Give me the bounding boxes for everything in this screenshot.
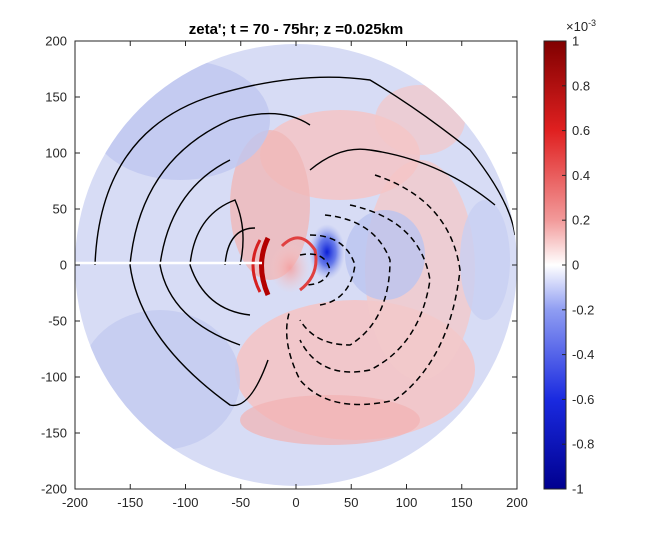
positive-core-halo [270,243,310,293]
x-tick-label: 200 [506,495,528,510]
positive-band-inner [259,236,271,296]
positive-band-outer [251,239,262,293]
y-tick-label: -50 [48,314,67,329]
colorbar-tick-label: 0 [572,258,579,273]
negative-region-center-east [345,210,425,300]
colorbar-tick-label: -0.8 [572,437,594,452]
contour-solid-1 [94,76,516,266]
colorbar-tick-label: -0.2 [572,302,594,317]
vorticity-field [75,44,517,486]
x-tick-label: -150 [117,495,143,510]
contour-solid-7 [159,264,241,346]
positive-spiral-arm [240,395,420,445]
y-tick-label: 150 [45,90,67,105]
contour-solid-9 [309,148,496,206]
y-tick-label: 100 [45,146,67,161]
negative-region-east [460,200,510,320]
x-tick-label: 50 [344,495,358,510]
negative-core [309,224,345,280]
axes: -200 -150 -100 -50 0 50 100 150 200 200 150 100 50 0 -… [41,34,528,511]
contour-dashed-5 [299,253,331,286]
x-tick-label: -200 [62,495,88,510]
colorbar-multiplier-exponent: -3 [588,18,596,28]
y-tick-label: 200 [45,34,67,49]
colorbar-multiplier-base: ×10 [566,19,588,34]
contour-solid-4 [189,199,244,266]
contour-solid-3 [159,159,231,266]
y-tick-label: -200 [41,482,67,497]
y-tick-label: -150 [41,426,67,441]
colorbar-tick-label: -0.4 [572,347,594,362]
x-tick-label: -50 [231,495,250,510]
contour-solid-2 [129,112,311,266]
y-tick-label: -100 [41,370,67,385]
chart-title: zeta'; t = 70 - 75hr; z =0.025km [189,21,404,38]
colorbar-tick-label: 0.4 [572,168,590,183]
positive-band-ring [280,236,318,292]
x-tick-label: 150 [451,495,473,510]
colorbar-tick-label: 0.6 [572,123,590,138]
positive-region-west [230,130,310,280]
positive-region-northeast [375,85,465,155]
colorbar-tick-label: 0.2 [572,213,590,228]
colorbar-tick-label: 1 [572,34,579,49]
x-tick-label: -100 [172,495,198,510]
contour-solid-8 [189,264,251,316]
colorbar-tick-label: -0.6 [572,392,594,407]
contour-solid-5 [224,227,256,266]
contour-dashed-3 [299,214,391,346]
colorbar: 1 0.8 0.6 0.4 0.2 0 -0.2 -0.4 -0.6 -0.8 -1 ×10-3 [543,18,596,497]
y-tick-label: 0 [60,258,67,273]
x-tick-label: 0 [292,495,299,510]
colorbar-tick-label: 0.8 [572,78,590,93]
colorbar-tick-label: -1 [572,482,584,497]
contour-solid-6 [129,264,269,407]
colorbar-multiplier: ×10-3 [566,18,596,34]
y-tick-label: 50 [53,202,67,217]
x-tick-label: 100 [396,495,418,510]
